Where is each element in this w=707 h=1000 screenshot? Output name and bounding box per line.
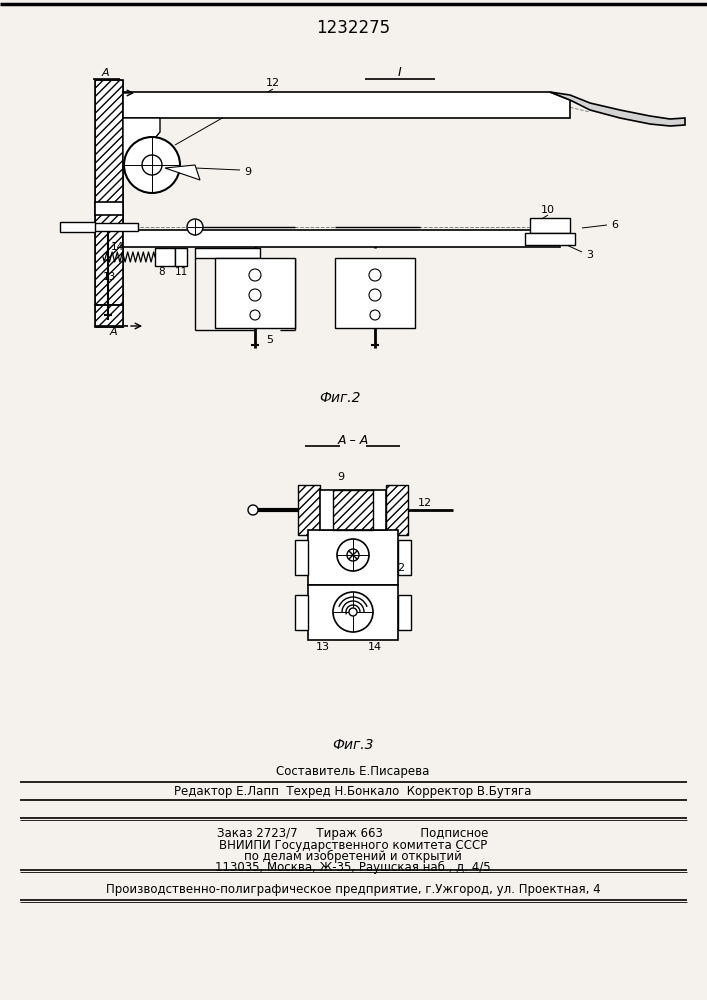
Bar (320, 490, 386, 530)
Bar (530, 218, 570, 233)
Text: ВНИИПИ Государственного комитета СССР: ВНИИПИ Государственного комитета СССР (219, 838, 487, 852)
Text: 9: 9 (245, 167, 252, 177)
Circle shape (187, 219, 203, 235)
Circle shape (250, 310, 260, 320)
Bar (73, 223, 138, 231)
Bar (333, 490, 373, 530)
Circle shape (369, 289, 381, 301)
Text: Редактор Е.Лапп  Техред Н.Бонкало  Корректор В.Бутяга: Редактор Е.Лапп Техред Н.Бонкало Коррект… (175, 784, 532, 798)
Circle shape (370, 310, 380, 320)
Polygon shape (95, 202, 123, 215)
Text: А: А (109, 327, 117, 337)
Bar (525, 233, 575, 245)
Circle shape (124, 137, 180, 193)
Bar (386, 485, 408, 535)
Text: 13: 13 (316, 642, 330, 652)
Circle shape (347, 549, 359, 561)
Circle shape (142, 155, 162, 175)
Bar (175, 248, 187, 266)
Polygon shape (550, 92, 685, 126)
Bar (333, 490, 373, 530)
Bar (308, 530, 398, 585)
Text: 12: 12 (418, 498, 432, 508)
Bar (95, 80, 123, 305)
Text: 14: 14 (110, 242, 124, 252)
Bar (95, 80, 123, 305)
Bar (215, 258, 295, 328)
Text: 9: 9 (337, 472, 344, 482)
Text: Производственно-полиграфическое предприятие, г.Ужгород, ул. Проектная, 4: Производственно-полиграфическое предприя… (105, 882, 600, 896)
Text: 11: 11 (175, 267, 187, 277)
Circle shape (337, 539, 369, 571)
Bar (386, 485, 408, 535)
Circle shape (369, 269, 381, 281)
Polygon shape (165, 165, 200, 180)
Bar (295, 595, 308, 630)
Text: 1232275: 1232275 (316, 19, 390, 37)
Text: по делам изобретений и открытий: по делам изобретений и открытий (244, 849, 462, 863)
Bar (398, 595, 411, 630)
Text: 14: 14 (368, 642, 382, 652)
Bar (335, 258, 415, 328)
Text: 6: 6 (612, 220, 619, 230)
Text: Заказ 2723/7     Тираж 663          Подписное: Заказ 2723/7 Тираж 663 Подписное (217, 826, 489, 840)
Text: А – А: А – А (337, 434, 368, 446)
Text: Фиг.3: Фиг.3 (332, 738, 374, 752)
Polygon shape (123, 118, 160, 170)
Bar (298, 485, 320, 535)
Bar (60, 222, 95, 232)
Text: 10: 10 (541, 205, 555, 215)
Circle shape (349, 608, 357, 616)
Text: 5: 5 (267, 335, 274, 345)
Circle shape (249, 289, 261, 301)
Bar (398, 540, 411, 575)
Text: I: I (398, 66, 402, 80)
Circle shape (333, 592, 373, 632)
Bar (298, 485, 320, 535)
Circle shape (248, 505, 258, 515)
Bar (155, 248, 175, 266)
Text: 113035, Москва, Ж-35, Раушская наб., д. 4/5: 113035, Москва, Ж-35, Раушская наб., д. … (215, 860, 491, 874)
Text: Составитель Е.Писарева: Составитель Е.Писарева (276, 764, 430, 778)
Text: 13: 13 (103, 272, 116, 282)
Bar (295, 540, 308, 575)
Bar (195, 248, 260, 258)
Bar (95, 305, 123, 327)
Text: 12: 12 (266, 78, 280, 88)
Circle shape (249, 269, 261, 281)
Text: 3: 3 (587, 250, 593, 260)
Bar (95, 305, 123, 327)
Text: Фиг.2: Фиг.2 (320, 391, 361, 405)
Text: 8: 8 (158, 267, 165, 277)
Text: 2: 2 (397, 563, 404, 573)
Bar (308, 585, 398, 640)
Polygon shape (123, 92, 570, 118)
Text: А: А (101, 68, 109, 78)
Polygon shape (123, 230, 560, 247)
